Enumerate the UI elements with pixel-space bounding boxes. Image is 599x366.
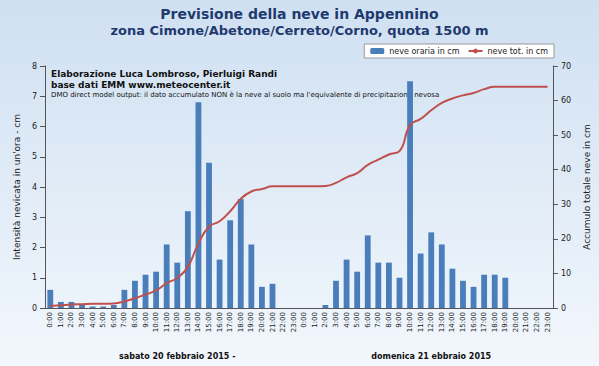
svg-text:8:00: 8:00 — [385, 312, 393, 328]
svg-text:15:00: 15:00 — [459, 312, 467, 332]
svg-text:3:00: 3:00 — [332, 312, 340, 328]
svg-text:21:00: 21:00 — [522, 312, 530, 332]
svg-text:18:00: 18:00 — [491, 312, 499, 332]
svg-text:14:00: 14:00 — [448, 312, 456, 332]
svg-text:11:00: 11:00 — [417, 312, 425, 332]
svg-text:DMO direct model output: il da: DMO direct model output: il dato accumul… — [51, 91, 439, 99]
svg-text:20:00: 20:00 — [512, 312, 520, 332]
svg-text:12:00: 12:00 — [427, 312, 435, 332]
svg-text:Intensità nevicata in un'ora -: Intensità nevicata in un'ora - cm — [12, 114, 22, 260]
svg-text:Accumulo totale neve in cm: Accumulo totale neve in cm — [582, 124, 592, 250]
svg-text:1:00: 1:00 — [57, 312, 65, 328]
svg-text:17:00: 17:00 — [480, 312, 488, 332]
svg-text:12:00: 12:00 — [173, 312, 181, 332]
svg-text:16:00: 16:00 — [470, 312, 478, 332]
svg-text:15:00: 15:00 — [205, 312, 213, 332]
svg-text:23:00: 23:00 — [544, 312, 552, 332]
svg-text:13:00: 13:00 — [438, 312, 446, 332]
svg-text:10:00: 10:00 — [152, 312, 160, 332]
svg-text:neve oraria in cm: neve oraria in cm — [389, 47, 459, 56]
svg-text:23:00: 23:00 — [290, 312, 298, 332]
svg-text:16:00: 16:00 — [216, 312, 224, 332]
svg-text:14:00: 14:00 — [194, 312, 202, 332]
svg-text:11:00: 11:00 — [163, 312, 171, 332]
svg-text:18:00: 18:00 — [237, 312, 245, 332]
svg-text:22:00: 22:00 — [279, 312, 287, 332]
svg-text:0:00: 0:00 — [46, 312, 54, 328]
svg-text:Previsione della neve in Appen: Previsione della neve in Appennino — [160, 6, 439, 22]
svg-text:domenica 21 ebbraio 2015: domenica 21 ebbraio 2015 — [371, 352, 491, 361]
svg-text:0: 0 — [32, 304, 37, 313]
svg-text:1:00: 1:00 — [311, 312, 319, 328]
svg-text:4:00: 4:00 — [343, 312, 351, 328]
svg-text:10:00: 10:00 — [406, 312, 414, 332]
svg-text:zona Cimone/Abetone/Cerreto/Co: zona Cimone/Abetone/Cerreto/Corno, quota… — [110, 23, 488, 38]
svg-text:2: 2 — [32, 243, 37, 252]
svg-text:Elaborazione Luca Lombroso, Pi: Elaborazione Luca Lombroso, Pierluigi Ra… — [51, 69, 277, 79]
svg-text:2:00: 2:00 — [321, 312, 329, 328]
svg-text:30: 30 — [561, 200, 571, 209]
svg-text:13:00: 13:00 — [184, 312, 192, 332]
svg-text:3: 3 — [32, 213, 37, 222]
svg-text:10: 10 — [561, 269, 571, 278]
svg-text:60: 60 — [561, 96, 571, 105]
svg-text:22:00: 22:00 — [533, 312, 541, 332]
svg-text:3:00: 3:00 — [78, 312, 86, 328]
svg-text:4: 4 — [32, 183, 37, 192]
svg-text:21:00: 21:00 — [269, 312, 277, 332]
svg-text:base dati EMM www.meteocenter.: base dati EMM www.meteocenter.it — [51, 80, 231, 90]
svg-text:7: 7 — [32, 92, 37, 101]
svg-text:4:00: 4:00 — [89, 312, 97, 328]
svg-text:20:00: 20:00 — [258, 312, 266, 332]
svg-text:sabato 20 febbraio 2015 -: sabato 20 febbraio 2015 - — [119, 352, 235, 361]
svg-text:1: 1 — [32, 273, 37, 282]
svg-text:7:00: 7:00 — [374, 312, 382, 328]
svg-text:19:00: 19:00 — [247, 312, 255, 332]
svg-text:40: 40 — [561, 165, 571, 174]
svg-text:9:00: 9:00 — [142, 312, 150, 328]
svg-text:6:00: 6:00 — [364, 312, 372, 328]
svg-text:0: 0 — [561, 304, 566, 313]
svg-text:2:00: 2:00 — [67, 312, 75, 328]
svg-text:17:00: 17:00 — [226, 312, 234, 332]
svg-text:70: 70 — [561, 62, 571, 71]
svg-text:neve tot. in cm: neve tot. in cm — [488, 47, 549, 56]
svg-text:19:00: 19:00 — [501, 312, 509, 332]
svg-text:5:00: 5:00 — [353, 312, 361, 328]
svg-text:5:00: 5:00 — [99, 312, 107, 328]
svg-text:7:00: 7:00 — [120, 312, 128, 328]
svg-text:20: 20 — [561, 234, 571, 243]
svg-text:50: 50 — [561, 131, 571, 140]
svg-text:0:00: 0:00 — [300, 312, 308, 328]
svg-text:8:00: 8:00 — [131, 312, 139, 328]
svg-text:9:00: 9:00 — [395, 312, 403, 328]
svg-text:8: 8 — [32, 62, 37, 71]
svg-text:6: 6 — [32, 122, 37, 131]
svg-text:5: 5 — [32, 152, 37, 161]
svg-text:6:00: 6:00 — [110, 312, 118, 328]
